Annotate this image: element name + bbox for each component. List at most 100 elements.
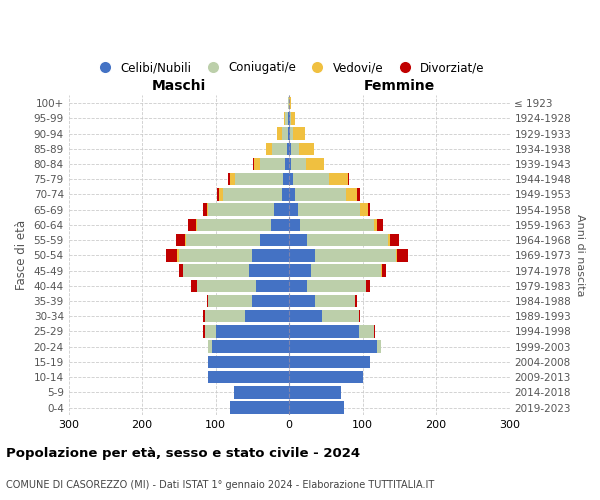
Bar <box>208 356 289 368</box>
Legend: Celibi/Nubili, Coniugati/e, Vedovi/e, Divorziat/e: Celibi/Nubili, Coniugati/e, Vedovi/e, Di… <box>89 56 489 79</box>
Bar <box>277 128 282 140</box>
Bar <box>289 218 300 231</box>
Bar <box>234 386 289 398</box>
Bar <box>359 310 361 322</box>
Bar <box>382 264 386 277</box>
Bar <box>286 112 289 124</box>
Bar <box>298 204 361 216</box>
Bar <box>208 340 212 353</box>
Bar <box>228 173 230 186</box>
Bar <box>212 340 289 353</box>
Bar <box>289 356 370 368</box>
Bar <box>207 294 208 307</box>
Bar <box>205 310 245 322</box>
Bar <box>374 218 377 231</box>
Bar <box>289 128 290 140</box>
Bar <box>208 371 289 384</box>
Bar <box>197 218 271 231</box>
Bar <box>186 234 260 246</box>
Bar <box>289 386 341 398</box>
Bar <box>266 142 272 155</box>
Bar <box>289 402 344 414</box>
Bar <box>289 340 377 353</box>
Bar <box>289 325 359 338</box>
Y-axis label: Fasce di età: Fasce di età <box>15 220 28 290</box>
Bar <box>289 204 298 216</box>
Bar <box>166 249 178 262</box>
Bar <box>311 264 381 277</box>
Bar <box>274 204 289 216</box>
Bar <box>260 158 286 170</box>
Bar <box>299 142 314 155</box>
Bar <box>289 310 322 322</box>
Bar <box>307 234 388 246</box>
Bar <box>219 188 223 200</box>
Bar <box>208 294 253 307</box>
Bar <box>289 112 290 124</box>
Bar <box>381 264 382 277</box>
Bar <box>271 218 289 231</box>
Bar <box>191 280 197 292</box>
Bar <box>287 142 289 155</box>
Bar <box>348 173 349 186</box>
Bar <box>355 294 356 307</box>
Bar <box>374 325 375 338</box>
Bar <box>260 234 289 246</box>
Text: Maschi: Maschi <box>152 79 206 93</box>
Bar <box>293 128 305 140</box>
Bar <box>253 158 254 170</box>
Bar <box>315 294 355 307</box>
Bar <box>290 142 299 155</box>
Bar <box>368 204 370 216</box>
Bar <box>289 280 307 292</box>
Y-axis label: Anni di nascita: Anni di nascita <box>575 214 585 296</box>
Bar <box>322 310 359 322</box>
Bar <box>179 249 253 262</box>
Bar <box>307 280 366 292</box>
Bar <box>230 402 289 414</box>
Bar <box>377 218 383 231</box>
Bar <box>197 280 256 292</box>
Bar <box>289 249 315 262</box>
Bar <box>300 218 374 231</box>
Bar <box>207 204 208 216</box>
Bar <box>203 310 205 322</box>
Bar <box>329 173 348 186</box>
Bar <box>287 128 289 140</box>
Bar <box>176 234 185 246</box>
Bar <box>282 188 289 200</box>
Bar <box>283 173 289 186</box>
Bar <box>256 280 289 292</box>
Bar <box>235 173 283 186</box>
Bar <box>397 249 408 262</box>
Bar <box>179 264 182 277</box>
Bar <box>196 218 197 231</box>
Bar <box>182 264 248 277</box>
Bar <box>185 234 186 246</box>
Bar <box>289 294 315 307</box>
Bar <box>286 158 289 170</box>
Bar <box>289 264 311 277</box>
Text: Popolazione per età, sesso e stato civile - 2024: Popolazione per età, sesso e stato civil… <box>6 448 360 460</box>
Bar <box>359 325 374 338</box>
Bar <box>390 234 398 246</box>
Bar <box>289 142 290 155</box>
Bar <box>291 158 306 170</box>
Bar <box>178 249 179 262</box>
Bar <box>217 188 219 200</box>
Bar <box>295 188 346 200</box>
Bar <box>253 249 289 262</box>
Bar <box>254 158 260 170</box>
Bar <box>289 234 307 246</box>
Bar <box>395 249 397 262</box>
Bar <box>366 280 370 292</box>
Bar <box>282 128 287 140</box>
Bar <box>290 128 293 140</box>
Bar <box>203 325 205 338</box>
Bar <box>215 325 289 338</box>
Bar <box>290 112 291 124</box>
Bar <box>289 371 362 384</box>
Bar <box>203 204 207 216</box>
Bar <box>289 158 291 170</box>
Bar <box>208 204 274 216</box>
